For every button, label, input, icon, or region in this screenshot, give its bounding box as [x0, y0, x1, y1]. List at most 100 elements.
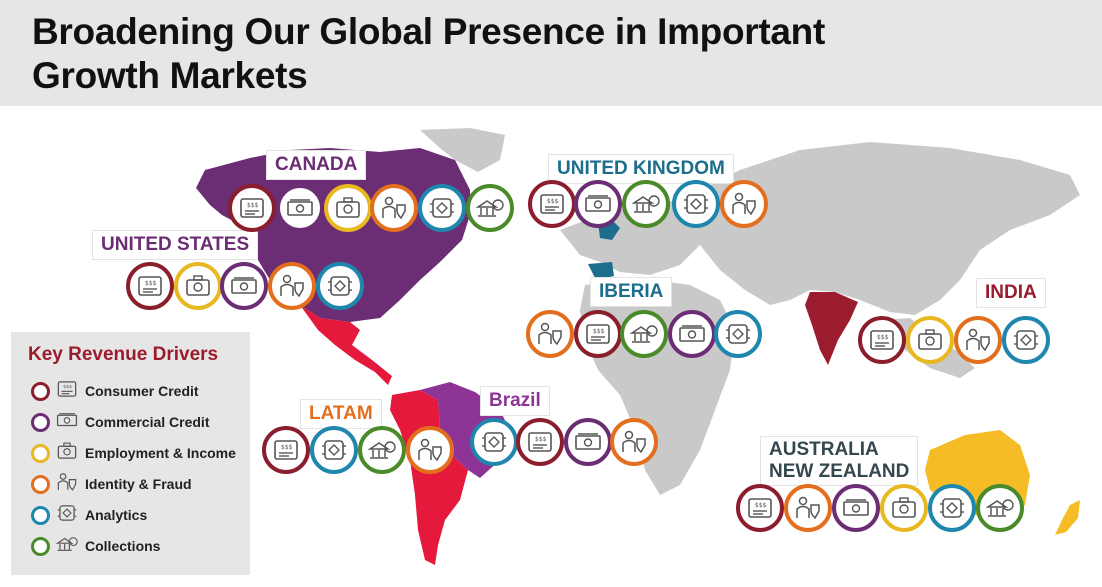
- united-states-driver-consumer: $$$: [126, 262, 174, 310]
- identity-fraud-icon: [966, 328, 990, 352]
- india-driver-identity: [954, 316, 1002, 364]
- label-iberia: IBERIA: [590, 277, 673, 307]
- commercial-credit-icon: [287, 199, 313, 216]
- map-mexico: [300, 305, 392, 385]
- legend-ring: [31, 381, 50, 401]
- iberia-driver-collections: [620, 310, 668, 358]
- commercial-credit-icon: [231, 277, 257, 294]
- map-south-america-latam: [390, 390, 468, 565]
- united-kingdom-driver-consumer: $$$: [528, 180, 576, 228]
- label-india: INDIA: [976, 278, 1046, 308]
- latam-driver-analytics: [310, 426, 358, 474]
- legend-label: Commercial Credit: [85, 414, 210, 430]
- australia-nz-driver-consumer: $$$: [736, 484, 784, 532]
- svg-text:$$$: $$$: [247, 202, 259, 209]
- map-asia: [680, 142, 1080, 315]
- collections-icon: [368, 441, 396, 459]
- analytics-icon: [684, 194, 708, 214]
- label-canada: CANADA: [266, 150, 367, 180]
- united-states-driver-analytics: [316, 262, 364, 310]
- consumer-credit-icon: $$$: [586, 324, 610, 344]
- legend-ring: [31, 412, 50, 432]
- consumer-credit-icon: $$$: [540, 194, 564, 214]
- consumer-credit-icon: $$$: [748, 498, 772, 518]
- collections-icon: [55, 536, 78, 551]
- header-band: Broadening Our Global Presence in Import…: [0, 0, 1102, 106]
- legend-item-consumer: $$$ Consumer Credit: [31, 378, 199, 404]
- consumer-credit-icon: $$$: [274, 440, 298, 460]
- canada-driver-commercial: [276, 184, 324, 232]
- employment-income-icon: [892, 497, 916, 518]
- analytics-icon: [1014, 330, 1038, 350]
- identity-fraud-icon: [622, 430, 646, 454]
- collections-icon: [50, 533, 81, 560]
- title-line-1: Broadening Our Global Presence in Import…: [32, 11, 826, 52]
- employment-income-icon: [918, 329, 942, 350]
- legend-label: Collections: [85, 538, 161, 554]
- analytics-icon: [322, 440, 346, 460]
- svg-text:$$$: $$$: [547, 198, 559, 205]
- svg-text:$$$: $$$: [145, 280, 157, 287]
- legend-label: Identity & Fraud: [85, 476, 192, 492]
- legend-item-collections: Collections: [31, 533, 160, 559]
- australia-nz-driver-identity: [784, 484, 832, 532]
- svg-text:$$$: $$$: [63, 384, 72, 390]
- svg-text:$$$: $$$: [281, 444, 293, 451]
- map-new-zealand: [1055, 500, 1080, 535]
- brazil-driver-identity: [610, 418, 658, 466]
- svg-text:$$$: $$$: [593, 328, 605, 335]
- label-latam: LATAM: [300, 399, 382, 429]
- iberia-driver-commercial: [668, 310, 716, 358]
- collections-icon: [986, 499, 1014, 517]
- brazil-driver-commercial: [564, 418, 612, 466]
- consumer-credit-icon: $$$: [50, 378, 81, 405]
- analytics-icon: [482, 432, 506, 452]
- svg-text:$$$: $$$: [535, 436, 547, 443]
- analytics-icon: [57, 504, 77, 521]
- analytics-icon: [328, 276, 352, 296]
- united-kingdom-driver-commercial: [574, 180, 622, 228]
- australia-nz-driver-commercial: [832, 484, 880, 532]
- united-kingdom-driver-collections: [622, 180, 670, 228]
- analytics-icon: [726, 324, 750, 344]
- commercial-credit-icon: [679, 325, 705, 342]
- india-driver-employment: [906, 316, 954, 364]
- india-driver-analytics: [1002, 316, 1050, 364]
- identity-fraud-icon: [280, 274, 304, 298]
- identity-fraud-icon: [796, 496, 820, 520]
- canada-driver-collections: [466, 184, 514, 232]
- legend-title: Key Revenue Drivers: [28, 344, 219, 365]
- identity-fraud-icon: [732, 192, 756, 216]
- united-states-driver-commercial: [220, 262, 268, 310]
- legend-ring: [31, 443, 50, 463]
- australia-nz-driver-collections: [976, 484, 1024, 532]
- legend-ring: [31, 505, 50, 525]
- map-india: [805, 292, 858, 365]
- commercial-credit-icon: [575, 433, 601, 450]
- label-new-zealand: NEW ZEALAND: [769, 461, 910, 482]
- analytics-icon: [430, 198, 454, 218]
- canada-driver-employment: [324, 184, 372, 232]
- map-iberia: [588, 262, 614, 280]
- label-australia-nz: AUSTRALIA NEW ZEALAND: [760, 436, 919, 486]
- svg-text:$$$: $$$: [877, 334, 889, 341]
- latam-driver-consumer: $$$: [262, 426, 310, 474]
- united-states-driver-employment: [174, 262, 222, 310]
- united-kingdom-driver-analytics: [672, 180, 720, 228]
- identity-fraud-icon: [57, 472, 77, 491]
- canada-driver-consumer: $$$: [228, 184, 276, 232]
- analytics-icon: [940, 498, 964, 518]
- label-united-states: UNITED STATES: [92, 230, 259, 260]
- commercial-credit-icon: [843, 499, 869, 516]
- canada-driver-analytics: [418, 184, 466, 232]
- united-kingdom-driver-identity: [720, 180, 768, 228]
- consumer-credit-icon: $$$: [240, 198, 264, 218]
- legend-panel: Key Revenue Drivers $$$ Consumer Credit Co…: [11, 332, 250, 575]
- legend-item-employment: Employment & Income: [31, 440, 236, 466]
- svg-text:$$$: $$$: [755, 502, 767, 509]
- consumer-credit-icon: $$$: [870, 330, 894, 350]
- commercial-credit-icon: [50, 409, 81, 436]
- commercial-credit-icon: [56, 412, 78, 426]
- consumer-credit-icon: $$$: [57, 380, 77, 397]
- india-driver-consumer: $$$: [858, 316, 906, 364]
